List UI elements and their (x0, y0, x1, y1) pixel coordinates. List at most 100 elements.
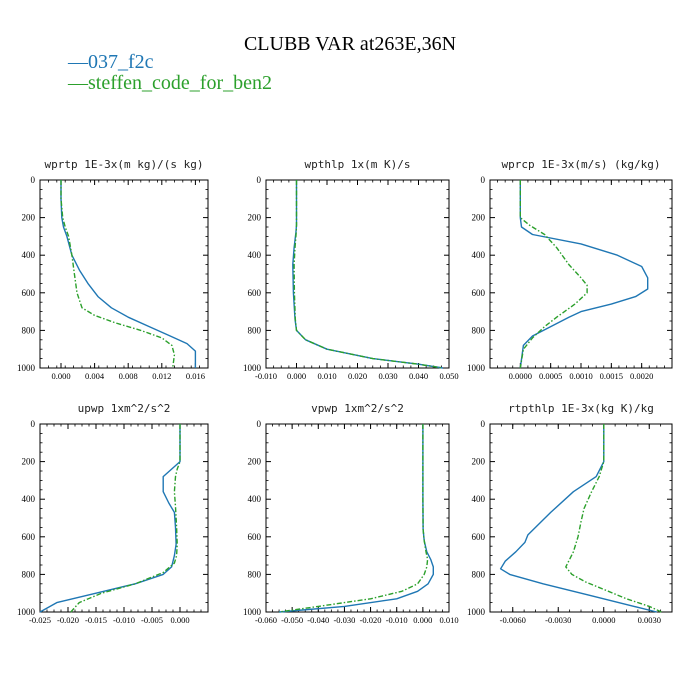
series-line-steffen_code_for_ben2 (565, 424, 662, 613)
plot-frame (265, 423, 450, 613)
series-line-037_f2c (292, 180, 444, 369)
y-tick-label: 400 (472, 250, 486, 260)
y-tick-label: 1000 (243, 363, 262, 373)
series-line-037_f2c (519, 180, 649, 369)
y-tick-label: 600 (248, 532, 262, 542)
x-tick-label: 0.0005 (539, 371, 562, 381)
legend: — 037_f2c — steffen_code_for_ben2 (67, 51, 272, 94)
panel-4: upwp 1xm^2/s^2 0 200 400 600 800 1000-0.025 -0.… (17, 402, 209, 625)
y-tick-label: 0 (31, 419, 36, 429)
y-tick-label: 600 (22, 532, 36, 542)
y-tick-label: 0 (257, 419, 262, 429)
y-tick-label: 1000 (17, 363, 36, 373)
x-tick-label: 0.0010 (569, 371, 592, 381)
panel-title: rtpthlp 1E-3x(kg K)/kg (508, 402, 654, 415)
y-tick-label: 400 (248, 250, 262, 260)
x-tick-label: 0.000 (413, 615, 432, 625)
y-tick-label: 0 (481, 175, 486, 185)
legend-marker-037_f2c: — (67, 51, 89, 73)
x-tick-label: 0.050 (439, 371, 458, 381)
x-tick-label: -0.060 (255, 615, 277, 625)
series-line-steffen_code_for_ben2 (279, 424, 429, 613)
series-line-steffen_code_for_ben2 (70, 424, 181, 613)
x-tick-label: 0.016 (186, 371, 205, 381)
legend-label-037_f2c: 037_f2c (88, 51, 154, 73)
series-line-037_f2c (39, 424, 181, 613)
x-tick-label: 0.010 (317, 371, 336, 381)
y-tick-label: 0 (31, 175, 36, 185)
x-tick-label: -0.020 (57, 615, 79, 625)
panel-3: wprcp 1E-3x(m/s) (kg/kg) 0 200 400 600 800 100… (467, 158, 673, 381)
x-tick-label: -0.025 (29, 615, 51, 625)
plot-frame (39, 423, 209, 613)
y-tick-label: 600 (248, 288, 262, 298)
x-tick-label: -0.015 (85, 615, 107, 625)
y-tick-label: 200 (22, 457, 36, 467)
y-tick-label: 1000 (467, 363, 486, 373)
x-tick-label: 0.040 (409, 371, 428, 381)
x-tick-label: 0.012 (152, 371, 171, 381)
chart-title: CLUBB VAR at263E,36N (244, 33, 456, 55)
y-tick-label: 200 (472, 457, 486, 467)
x-tick-label: -0.020 (360, 615, 382, 625)
x-tick-label: -0.040 (307, 615, 329, 625)
series-line-037_f2c (60, 180, 197, 368)
x-tick-label: 0.030 (378, 371, 397, 381)
x-tick-label: -0.0060 (500, 615, 526, 625)
x-tick-label: 0.000 (287, 371, 306, 381)
y-tick-label: 800 (472, 569, 486, 579)
y-tick-label: 200 (472, 213, 486, 223)
x-tick-label: 0.0020 (630, 371, 653, 381)
x-tick-label: 0.000 (51, 371, 70, 381)
y-tick-label: 200 (248, 213, 262, 223)
panel-6: rtpthlp 1E-3x(kg K)/kg 0 200 400 600 800 1000 -… (467, 402, 673, 625)
panel-title: wprcp 1E-3x(m/s) (kg/kg) (502, 158, 661, 171)
y-tick-label: 600 (472, 288, 486, 298)
y-tick-label: 800 (22, 325, 36, 335)
x-tick-label: -0.010 (255, 371, 277, 381)
x-tick-label: -0.010 (113, 615, 135, 625)
panel-title: upwp 1xm^2/s^2 (78, 402, 171, 415)
panel-2: wpthlp 1x(m K)/s 0 200 400 600 800 1000-0.010 0… (243, 158, 459, 381)
y-tick-label: 400 (22, 250, 36, 260)
series-line-037_f2c (279, 424, 434, 613)
x-tick-label: 0.008 (119, 371, 138, 381)
series-line-037_f2c (499, 424, 657, 613)
y-tick-label: 200 (22, 213, 36, 223)
y-tick-label: 600 (472, 532, 486, 542)
y-tick-label: 800 (472, 325, 486, 335)
x-tick-label: 0.0030 (638, 615, 661, 625)
legend-marker-steffen: — (67, 72, 89, 94)
x-tick-label: 0.000 (170, 615, 189, 625)
panel-1: wprtp 1E-3x(m kg)/(s kg) 0 200 400 600 800 100… (17, 158, 209, 381)
plot-frame (489, 423, 673, 613)
y-tick-label: 0 (257, 175, 262, 185)
panels-container: wprtp 1E-3x(m kg)/(s kg) 0 200 400 600 800 100… (17, 158, 673, 625)
y-tick-label: 200 (248, 457, 262, 467)
x-tick-label: -0.030 (333, 615, 355, 625)
y-tick-label: 1000 (467, 607, 486, 617)
y-tick-label: 800 (22, 569, 36, 579)
panel-title: wprtp 1E-3x(m kg)/(s kg) (45, 158, 204, 171)
x-tick-label: 0.004 (85, 371, 105, 381)
plot-frame (489, 179, 673, 369)
y-tick-label: 1000 (17, 607, 36, 617)
x-tick-label: -0.050 (281, 615, 303, 625)
series-line-steffen_code_for_ben2 (60, 180, 176, 369)
x-tick-label: -0.010 (386, 615, 408, 625)
y-tick-label: 800 (248, 325, 262, 335)
x-tick-label: -0.0030 (545, 615, 571, 625)
y-tick-label: 400 (22, 494, 36, 504)
x-tick-label: 0.020 (348, 371, 367, 381)
series-line-steffen_code_for_ben2 (519, 180, 588, 369)
legend-label-steffen: steffen_code_for_ben2 (88, 72, 272, 94)
x-tick-label: 0.0015 (600, 371, 623, 381)
panel-5: vpwp 1xm^2/s^2 0 200 400 600 800 1000-0.060 -0.… (243, 402, 459, 625)
y-tick-label: 600 (22, 288, 36, 298)
y-tick-label: 1000 (243, 607, 262, 617)
x-tick-label: 0.010 (439, 615, 458, 625)
x-tick-label: -0.005 (141, 615, 163, 625)
x-tick-label: 0.0000 (592, 615, 615, 625)
y-tick-label: 400 (472, 494, 486, 504)
